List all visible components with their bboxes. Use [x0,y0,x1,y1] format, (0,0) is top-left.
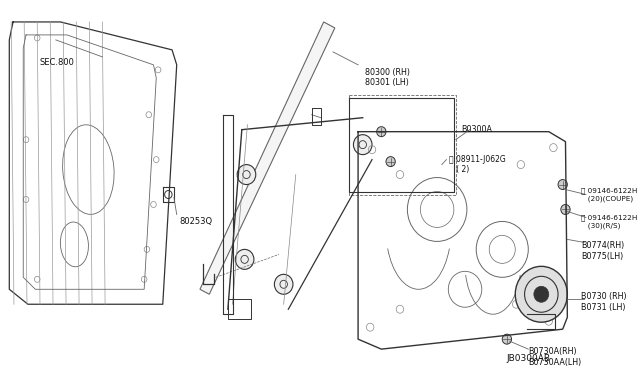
Circle shape [534,286,548,302]
Circle shape [515,266,567,322]
Circle shape [386,157,396,167]
Circle shape [353,135,372,155]
Polygon shape [200,22,335,294]
Circle shape [377,127,386,137]
Circle shape [237,164,256,185]
Circle shape [558,180,567,189]
Circle shape [502,334,511,344]
Text: Ⓑ 09146-6122H
   (20)(COUPE): Ⓑ 09146-6122H (20)(COUPE) [581,187,637,202]
Text: SEC.800: SEC.800 [40,58,75,67]
Circle shape [236,249,254,269]
Text: JB0300AB: JB0300AB [507,354,551,363]
Text: B0300A: B0300A [461,125,492,134]
Text: 80300 (RH)
80301 (LH): 80300 (RH) 80301 (LH) [365,68,410,87]
Text: B0774(RH)
B0775(LH): B0774(RH) B0775(LH) [581,241,625,261]
Circle shape [561,205,570,215]
Text: B0730 (RH)
B0731 (LH): B0730 (RH) B0731 (LH) [581,292,627,312]
Text: Ⓝ 08911-J062G
   ( 2): Ⓝ 08911-J062G ( 2) [449,155,506,174]
Text: 80253Q: 80253Q [179,218,212,227]
Text: Ⓑ 09146-6122H
   (30)(R/S): Ⓑ 09146-6122H (30)(R/S) [581,215,637,228]
Text: B0730A(RH)
B0730AA(LH): B0730A(RH) B0730AA(LH) [528,347,582,366]
Circle shape [275,274,293,294]
